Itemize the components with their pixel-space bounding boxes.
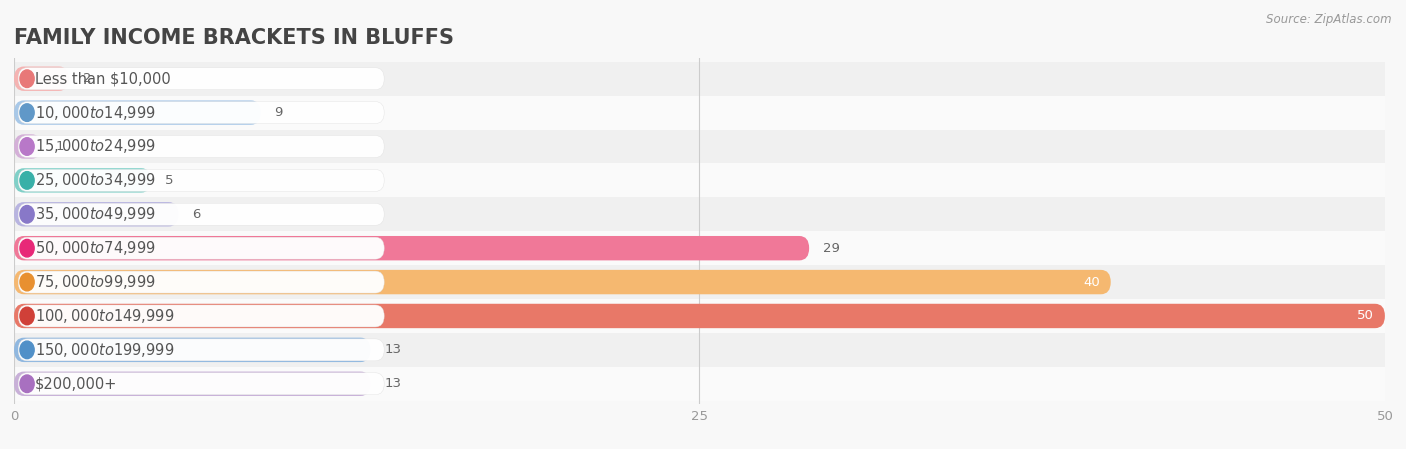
Text: 40: 40 (1083, 276, 1099, 289)
FancyBboxPatch shape (14, 134, 42, 158)
Bar (14, 367, 1385, 401)
FancyBboxPatch shape (14, 304, 1385, 328)
Circle shape (20, 138, 34, 155)
Text: $100,000 to $149,999: $100,000 to $149,999 (35, 307, 174, 325)
FancyBboxPatch shape (18, 169, 384, 191)
Circle shape (20, 70, 34, 88)
Text: $15,000 to $24,999: $15,000 to $24,999 (35, 137, 156, 155)
FancyBboxPatch shape (18, 271, 384, 293)
Circle shape (20, 375, 34, 392)
Text: $75,000 to $99,999: $75,000 to $99,999 (35, 273, 156, 291)
FancyBboxPatch shape (18, 305, 384, 327)
FancyBboxPatch shape (18, 136, 384, 158)
Text: Source: ZipAtlas.com: Source: ZipAtlas.com (1267, 13, 1392, 26)
Text: 6: 6 (193, 208, 201, 221)
Text: 13: 13 (384, 343, 401, 357)
FancyBboxPatch shape (14, 202, 179, 226)
FancyBboxPatch shape (18, 68, 384, 90)
Text: 29: 29 (823, 242, 839, 255)
Text: 9: 9 (274, 106, 283, 119)
FancyBboxPatch shape (14, 101, 262, 125)
Circle shape (20, 273, 34, 291)
FancyBboxPatch shape (14, 236, 810, 260)
FancyBboxPatch shape (14, 270, 1111, 294)
Circle shape (20, 307, 34, 325)
Bar (14, 62, 1385, 96)
FancyBboxPatch shape (14, 168, 152, 193)
Bar (14, 299, 1385, 333)
FancyBboxPatch shape (14, 372, 371, 396)
FancyBboxPatch shape (14, 66, 69, 91)
Text: 50: 50 (1357, 309, 1374, 322)
FancyBboxPatch shape (18, 373, 384, 395)
FancyBboxPatch shape (18, 203, 384, 225)
Text: 2: 2 (83, 72, 91, 85)
Text: 13: 13 (384, 377, 401, 390)
Bar (14, 130, 1385, 163)
FancyBboxPatch shape (18, 101, 384, 123)
Text: $200,000+: $200,000+ (35, 376, 117, 391)
Circle shape (20, 104, 34, 121)
Bar (14, 265, 1385, 299)
Text: $50,000 to $74,999: $50,000 to $74,999 (35, 239, 156, 257)
Text: 1: 1 (55, 140, 63, 153)
Bar (14, 333, 1385, 367)
Text: 5: 5 (165, 174, 173, 187)
Circle shape (20, 341, 34, 359)
FancyBboxPatch shape (18, 237, 384, 259)
Bar (14, 163, 1385, 198)
Circle shape (20, 206, 34, 223)
Text: FAMILY INCOME BRACKETS IN BLUFFS: FAMILY INCOME BRACKETS IN BLUFFS (14, 28, 454, 48)
Circle shape (20, 239, 34, 257)
Bar (14, 96, 1385, 130)
FancyBboxPatch shape (14, 338, 371, 362)
Circle shape (20, 172, 34, 189)
Text: $35,000 to $49,999: $35,000 to $49,999 (35, 205, 156, 223)
Bar (14, 231, 1385, 265)
Text: $150,000 to $199,999: $150,000 to $199,999 (35, 341, 174, 359)
Bar (14, 198, 1385, 231)
Text: $10,000 to $14,999: $10,000 to $14,999 (35, 104, 156, 122)
Text: Less than $10,000: Less than $10,000 (35, 71, 170, 86)
Text: $25,000 to $34,999: $25,000 to $34,999 (35, 172, 156, 189)
FancyBboxPatch shape (18, 339, 384, 361)
